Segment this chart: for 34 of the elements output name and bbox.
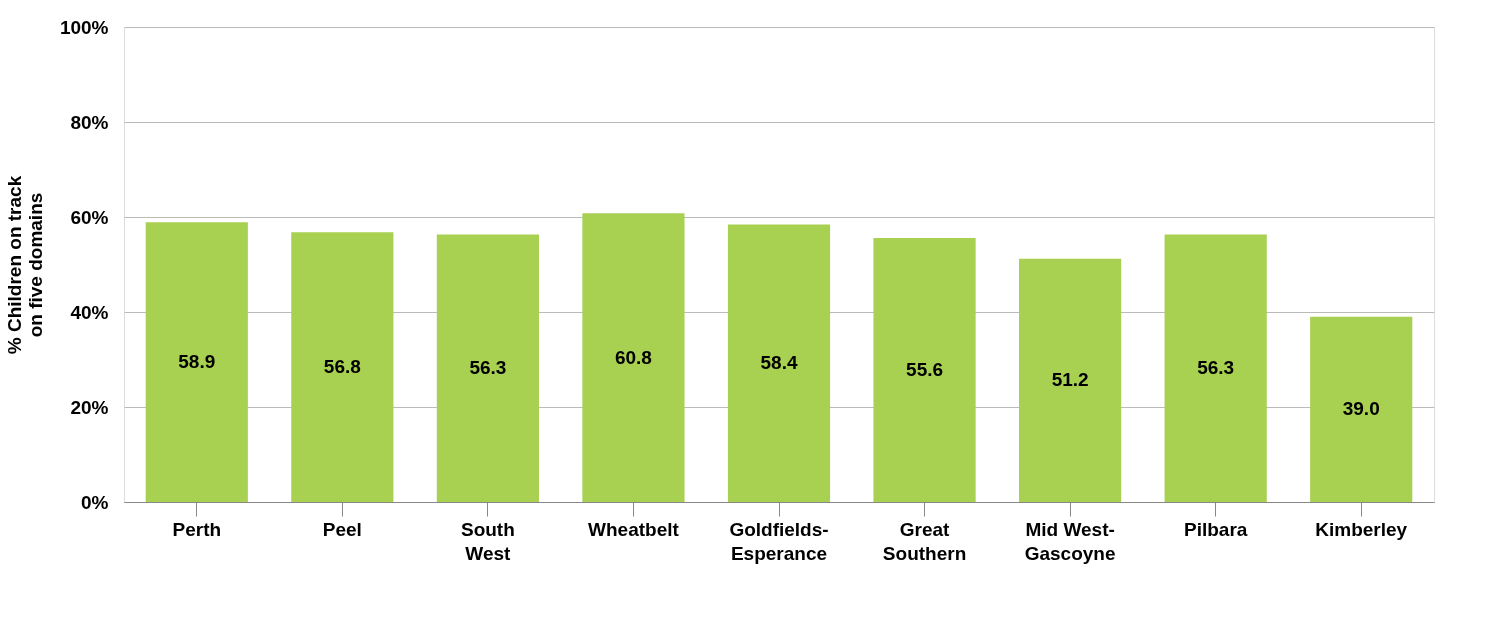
y-tick-label: 20%: [70, 396, 109, 418]
y-tick-label: 0%: [81, 491, 109, 513]
data-label: 56.8: [323, 356, 361, 378]
x-tick-label: Great Southern: [882, 518, 967, 564]
data-label: 60.8: [614, 346, 652, 368]
bar: [873, 237, 976, 502]
x-tick-label: Peel: [322, 518, 362, 540]
data-label: 58.4: [760, 352, 798, 374]
y-tick-label: 60%: [70, 206, 109, 228]
y-axis-title: % Children on track on five domains: [3, 175, 46, 355]
x-tick-label: Kimberley: [1315, 518, 1408, 540]
data-label: 56.3: [1197, 357, 1235, 379]
x-tick-label: Perth: [172, 518, 222, 540]
bar: [1019, 258, 1122, 502]
bar: [1310, 316, 1413, 502]
x-tick-label: Wheatbelt: [588, 518, 680, 540]
data-label: 55.6: [906, 358, 944, 380]
data-label: 58.9: [178, 351, 216, 373]
bar: [436, 234, 539, 502]
x-tick-label: South West: [460, 518, 515, 564]
data-label: 51.2: [1051, 369, 1089, 391]
bar: [727, 224, 831, 502]
y-tick-label: 100%: [59, 16, 109, 38]
y-tick-label: 80%: [70, 111, 109, 133]
y-tick-label: 40%: [70, 301, 109, 323]
x-tick-label: Mid West-Gascoyne: [1024, 518, 1116, 564]
bar: [582, 213, 685, 502]
x-tick-label: Pilbara: [1183, 518, 1248, 540]
bar: [145, 222, 248, 502]
x-tick-label: Goldfields-Esperance: [729, 518, 829, 564]
data-label: 39.0: [1342, 398, 1380, 420]
bar: [291, 232, 394, 502]
bar: [1164, 234, 1267, 502]
data-label: 56.3: [469, 357, 507, 379]
